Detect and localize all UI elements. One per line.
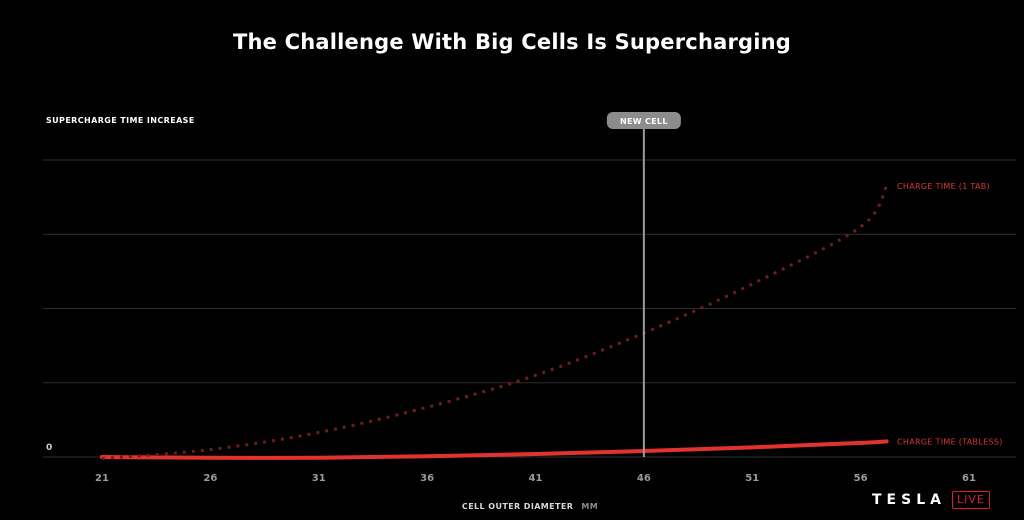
grid-layer [43, 159, 1016, 458]
series-layer [100, 185, 889, 460]
x-tick-label: 21 [95, 473, 109, 484]
x-tick-label: 56 [854, 473, 868, 484]
series-label-1-tab: CHARGE TIME (1 TAB) [897, 182, 990, 191]
new-cell-marker-pill [606, 112, 681, 129]
y-axis-label: SUPERCHARGE TIME INCREASE [46, 116, 195, 125]
chart-title: The Challenge With Big Cells Is Supercha… [232, 30, 792, 54]
logo-live-badge: LIVE [951, 491, 990, 509]
x-tick-label: 31 [312, 473, 326, 484]
x-axis-title: CELL OUTER DIAMETER MM [0, 502, 1024, 511]
logo-wordmark: TESLA [872, 492, 946, 508]
series-line-1-tab [101, 185, 888, 460]
series-label-tabless: CHARGE TIME (TABLESS) [897, 437, 1003, 446]
x-axis-label: CELL OUTER DIAMETER [461, 502, 574, 511]
x-tick-label: 26 [203, 473, 217, 484]
x-tick-label: 41 [529, 473, 543, 484]
y-tick-label: 0 [46, 443, 52, 453]
tick-layer: 0 21 26 31 36 41 46 51 56 61 [46, 443, 976, 484]
x-tick-label: 36 [420, 473, 434, 484]
series-label-layer: CHARGE TIME (TABLESS) CHARGE TIME (1 TAB) [897, 182, 1003, 446]
x-tick-label: 46 [637, 473, 651, 484]
marker-layer: NEW CELL [606, 112, 681, 457]
new-cell-marker-label: NEW CELL [620, 117, 668, 126]
x-axis-unit: MM [581, 502, 599, 511]
series-line-tabless [100, 439, 889, 460]
tesla-live-logo: TESLA LIVE [872, 490, 990, 510]
x-tick-label: 61 [962, 473, 976, 484]
x-tick-label: 51 [745, 473, 759, 484]
